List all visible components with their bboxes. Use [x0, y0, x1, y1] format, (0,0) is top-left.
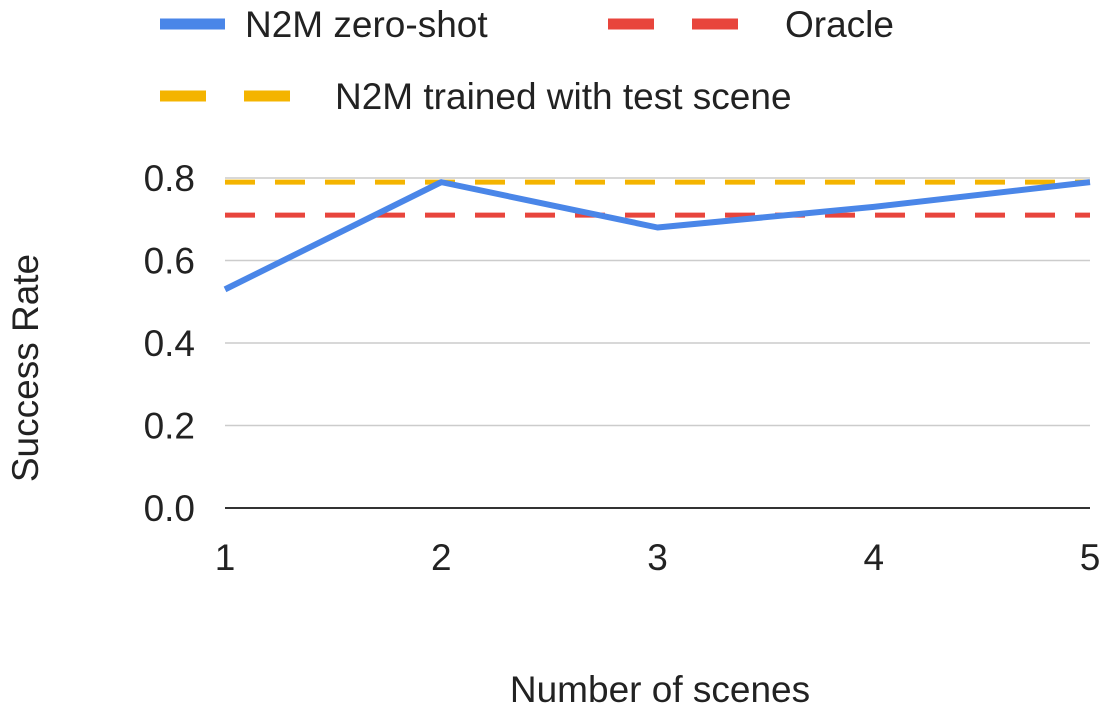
y-axis-title: Success Rate [5, 254, 46, 482]
legend-item: Oracle [608, 4, 894, 45]
x-tick-label: 2 [431, 537, 452, 578]
series-line-n2m-zero-shot [223, 179, 1091, 293]
y-tick-label: 0.2 [144, 406, 195, 447]
y-tick-label: 0.8 [144, 158, 195, 199]
legend-label: Oracle [785, 4, 894, 45]
legend-label: N2M zero-shot [245, 4, 488, 45]
x-tick-label: 3 [647, 537, 668, 578]
legend-item: N2M trained with test scene [160, 76, 792, 117]
y-tick-label: 0.0 [144, 488, 195, 529]
y-tick-label: 0.6 [144, 241, 195, 282]
x-tick-label: 5 [1080, 537, 1101, 578]
gridlines [225, 177, 1090, 509]
legend-label: N2M trained with test scene [335, 76, 792, 117]
x-tick-label: 1 [215, 537, 236, 578]
legend: N2M zero-shot Oracle N2M trained with test… [160, 4, 894, 117]
axes: 0.0 0.2 0.4 0.6 0.8 1 2 3 4 5 [144, 158, 1101, 578]
x-axis-title: Number of scenes [510, 669, 810, 710]
series-lines [223, 179, 1091, 293]
x-tick-label: 4 [863, 537, 884, 578]
y-tick-label: 0.4 [144, 323, 195, 364]
legend-item: N2M zero-shot [160, 4, 488, 45]
